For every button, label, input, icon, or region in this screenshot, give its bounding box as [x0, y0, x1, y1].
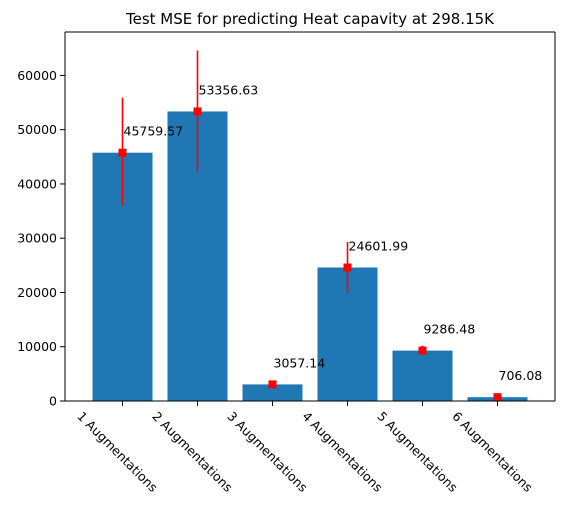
- y-tick-label: 20000: [17, 285, 57, 300]
- value-label: 706.08: [499, 368, 543, 383]
- data-point-marker: [418, 346, 427, 355]
- y-tick-label: 10000: [17, 339, 57, 354]
- error-bars-layer: [118, 50, 502, 402]
- value-label: 3057.14: [274, 355, 326, 370]
- x-tick-label: 4 Augmentations: [299, 409, 385, 495]
- value-label: 24601.99: [349, 238, 409, 253]
- data-point-marker: [268, 380, 277, 389]
- y-tick-label: 60000: [17, 68, 57, 83]
- value-label: 9286.48: [424, 322, 476, 337]
- x-tick-label: 1 Augmentations: [74, 409, 160, 495]
- data-point-marker: [118, 148, 127, 157]
- data-point-marker: [343, 263, 352, 272]
- data-point-marker: [493, 393, 502, 402]
- y-tick-label: 40000: [17, 176, 57, 191]
- y-tick-label: 50000: [17, 122, 57, 137]
- y-tick-label: 30000: [17, 231, 57, 246]
- bar: [242, 384, 303, 401]
- value-label: 45759.57: [124, 124, 184, 139]
- x-tick-label: 2 Augmentations: [149, 409, 235, 495]
- chart-title: Test MSE for predicting Heat capavity at…: [125, 10, 495, 28]
- x-tick-label: 3 Augmentations: [224, 409, 310, 495]
- value-labels-layer: 45759.57 53356.63 3057.14 24601.99 9286.48 70…: [124, 82, 543, 383]
- x-tick-label: 5 Augmentations: [374, 409, 460, 495]
- y-tick-label: 0: [49, 394, 57, 409]
- value-label: 53356.63: [199, 82, 259, 97]
- bar: [392, 350, 453, 401]
- data-point-marker: [193, 107, 202, 116]
- x-tick-label: 6 Augmentations: [449, 409, 535, 495]
